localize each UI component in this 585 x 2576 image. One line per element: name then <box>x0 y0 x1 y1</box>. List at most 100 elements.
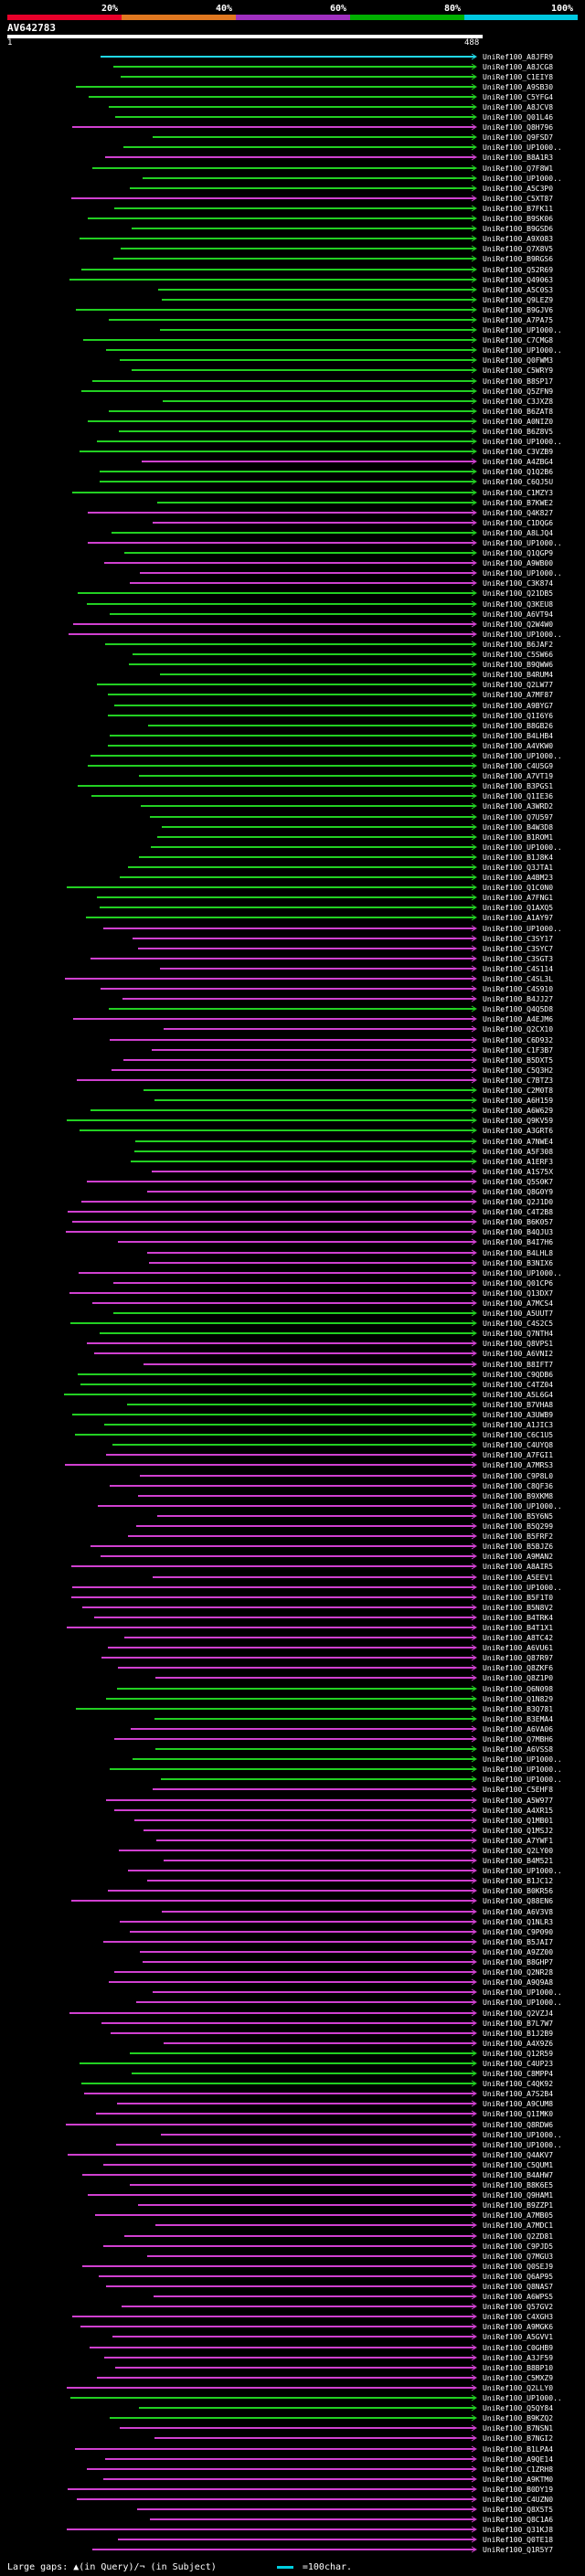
hit-row[interactable]: UniRef100_Q1C0N0 <box>67 884 553 892</box>
hit-row[interactable]: UniRef100_Q8X5T5 <box>137 2506 553 2514</box>
hit-row[interactable]: UniRef100_B7NSN1 <box>120 2424 553 2433</box>
hit-row[interactable]: UniRef100_A9MAN2 <box>101 1553 553 1561</box>
hit-row[interactable]: UniRef100_A1AY97 <box>86 914 553 922</box>
hit-row[interactable]: UniRef100_A6VSS8 <box>155 1745 553 1754</box>
hit-row[interactable]: UniRef100_C4UZN0 <box>77 2496 553 2504</box>
hit-row[interactable]: UniRef100_B7FK11 <box>114 205 553 213</box>
hit-row[interactable]: UniRef100_A9WB00 <box>104 559 553 567</box>
hit-row[interactable]: UniRef100_B5Q299 <box>136 1522 553 1531</box>
hit-row[interactable]: UniRef100_Q9FSD7 <box>153 133 553 142</box>
hit-row[interactable]: UniRef100_C4XGH3 <box>72 2313 553 2321</box>
hit-row[interactable]: UniRef100_Q8H796 <box>72 123 553 132</box>
hit-row[interactable]: UniRef100_Q1MB01 <box>134 1817 553 1825</box>
hit-row[interactable]: UniRef100_A8AIR5 <box>71 1563 553 1571</box>
hit-row[interactable]: UniRef100_A9SB30 <box>76 83 553 91</box>
hit-row[interactable]: UniRef100_A5EEV1 <box>153 1574 553 1582</box>
hit-row[interactable]: UniRef100_Q57GV2 <box>122 2303 553 2311</box>
hit-row[interactable]: UniRef100_A9BYG7 <box>114 702 553 710</box>
hit-row[interactable]: UniRef100_A7S2B4 <box>84 2090 553 2098</box>
hit-row[interactable]: UniRef100_Q31KJ8 <box>67 2526 553 2534</box>
hit-row[interactable]: UniRef100_A3GRT6 <box>80 1127 553 1135</box>
hit-row[interactable]: UniRef100_C3SY17 <box>133 935 553 943</box>
hit-row[interactable]: UniRef100_C4SL3L <box>65 975 553 983</box>
hit-row[interactable]: UniRef100_UP1000.. <box>160 326 562 334</box>
hit-row[interactable]: UniRef100_C5QUM1 <box>103 2161 553 2169</box>
hit-row[interactable]: UniRef100_Q3KEU8 <box>87 600 553 609</box>
hit-row[interactable]: UniRef100_Q21DB5 <box>78 589 553 598</box>
hit-row[interactable]: UniRef100_C9QDB6 <box>78 1371 553 1379</box>
hit-row[interactable]: UniRef100_B6Z8V5 <box>119 428 553 436</box>
hit-row[interactable]: UniRef100_UP1000.. <box>88 539 562 547</box>
hit-row[interactable]: UniRef100_A8JCV8 <box>109 103 553 111</box>
hit-row[interactable]: UniRef100_A6VT94 <box>110 610 553 619</box>
hit-row[interactable]: UniRef100_B5BJZ6 <box>90 1542 553 1551</box>
hit-row[interactable]: UniRef100_A4ZBG4 <box>142 458 553 466</box>
hit-row[interactable]: UniRef100_C5XT87 <box>71 195 553 203</box>
hit-row[interactable]: UniRef100_B7VHA8 <box>127 1401 553 1409</box>
hit-row[interactable]: UniRef100_UP1000.. <box>128 1867 562 1875</box>
hit-row[interactable]: UniRef100_Q7U597 <box>150 813 553 822</box>
hit-row[interactable]: UniRef100_Q1N829 <box>106 1695 553 1703</box>
hit-row[interactable]: UniRef100_B3PGS1 <box>78 782 553 790</box>
hit-row[interactable]: UniRef100_B1LPA4 <box>75 2445 553 2454</box>
hit-row[interactable]: UniRef100_Q3JTA1 <box>128 864 553 872</box>
hit-row[interactable]: UniRef100_C5SW66 <box>133 651 553 659</box>
hit-row[interactable]: UniRef100_C1ZRH8 <box>87 2465 553 2474</box>
hit-row[interactable]: UniRef100_A6V3V8 <box>162 1908 553 1916</box>
hit-row[interactable]: UniRef100_Q13DX7 <box>69 1289 553 1298</box>
hit-row[interactable]: UniRef100_UP1000.. <box>97 438 562 446</box>
hit-row[interactable]: UniRef100_C4S114 <box>160 965 553 973</box>
hit-row[interactable]: UniRef100_A6H159 <box>154 1097 553 1105</box>
hit-row[interactable]: UniRef100_C5WRY9 <box>132 366 553 375</box>
hit-row[interactable]: UniRef100_A5UUT7 <box>113 1309 553 1318</box>
hit-row[interactable]: UniRef100_A8JFR9 <box>101 53 553 61</box>
hit-row[interactable]: UniRef100_B8SP17 <box>92 377 553 386</box>
hit-row[interactable]: UniRef100_Q0FWM3 <box>120 356 553 365</box>
hit-row[interactable]: UniRef100_B1ROM1 <box>157 833 553 842</box>
hit-row[interactable]: UniRef100_Q8RDW6 <box>66 2121 553 2129</box>
hit-row[interactable]: UniRef100_UP1000.. <box>151 843 562 852</box>
hit-row[interactable]: UniRef100_B4RUM4 <box>160 671 553 679</box>
hit-row[interactable]: UniRef100_Q2ZD81 <box>124 2232 553 2241</box>
hit-row[interactable]: UniRef100_Q7MBH6 <box>114 1735 553 1744</box>
hit-row[interactable]: UniRef100_Q7F8W1 <box>92 164 553 173</box>
hit-row[interactable]: UniRef100_Q8Z1P0 <box>155 1674 553 1682</box>
hit-row[interactable]: UniRef100_C6C1U5 <box>75 1431 553 1439</box>
hit-row[interactable]: UniRef100_C4T2B8 <box>68 1208 553 1216</box>
hit-row[interactable]: UniRef100_UP1000.. <box>98 1502 562 1511</box>
hit-row[interactable]: UniRef100_A6VNI2 <box>94 1350 553 1358</box>
hit-row[interactable]: UniRef100_Q4K827 <box>88 509 553 517</box>
hit-row[interactable]: UniRef100_B8BP10 <box>115 2364 553 2372</box>
hit-row[interactable]: UniRef100_B8IFT7 <box>144 1361 553 1369</box>
hit-row[interactable]: UniRef100_Q2W4W0 <box>73 620 553 629</box>
hit-row[interactable]: UniRef100_B4AHW7 <box>82 2171 553 2179</box>
hit-row[interactable]: UniRef100_Q7NTH4 <box>100 1330 553 1338</box>
hit-row[interactable]: UniRef100_C9P8L0 <box>140 1472 553 1480</box>
hit-row[interactable]: UniRef100_A5L6G4 <box>64 1391 553 1399</box>
hit-row[interactable]: UniRef100_C1DQG6 <box>153 519 553 527</box>
hit-row[interactable]: UniRef100_Q6N098 <box>117 1685 553 1693</box>
hit-row[interactable]: UniRef100_A3JF59 <box>104 2354 553 2362</box>
hit-row[interactable]: UniRef100_A7MF87 <box>108 691 553 699</box>
hit-row[interactable]: UniRef100_UP1000.. <box>161 2131 562 2139</box>
hit-row[interactable]: UniRef100_UP1000.. <box>140 569 562 578</box>
hit-row[interactable]: UniRef100_A7PA75 <box>109 316 553 324</box>
hit-row[interactable]: UniRef100_A3WRD2 <box>141 802 553 811</box>
hit-row[interactable]: UniRef100_A7YWF1 <box>156 1837 553 1845</box>
hit-row[interactable]: UniRef100_Q7MGU3 <box>147 2253 553 2261</box>
hit-row[interactable]: UniRef100_A7MB05 <box>95 2211 553 2220</box>
hit-row[interactable]: UniRef100_B4M521 <box>164 1857 553 1865</box>
hit-row[interactable]: UniRef100_A6VU61 <box>108 1644 553 1652</box>
hit-row[interactable]: UniRef100_B0DY19 <box>68 2486 553 2494</box>
hit-row[interactable]: UniRef100_B9ZZP1 <box>138 2201 553 2210</box>
hit-row[interactable]: UniRef100_Q8G0Y9 <box>147 1188 553 1196</box>
hit-row[interactable]: UniRef100_B5N8V2 <box>82 1604 553 1612</box>
hit-row[interactable]: UniRef100_C7BTZ3 <box>77 1076 553 1085</box>
hit-row[interactable]: UniRef100_B4LHB4 <box>110 732 553 740</box>
hit-row[interactable]: UniRef100_Q2NR28 <box>114 1968 553 1977</box>
hit-row[interactable]: UniRef100_B4W3D8 <box>162 823 553 832</box>
hit-row[interactable]: UniRef100_C5Q3H2 <box>112 1066 553 1075</box>
hit-row[interactable]: UniRef100_B9RGS6 <box>113 255 553 263</box>
hit-row[interactable]: UniRef100_C3VZB9 <box>80 448 553 456</box>
hit-row[interactable]: UniRef100_A9QE14 <box>105 2455 553 2464</box>
